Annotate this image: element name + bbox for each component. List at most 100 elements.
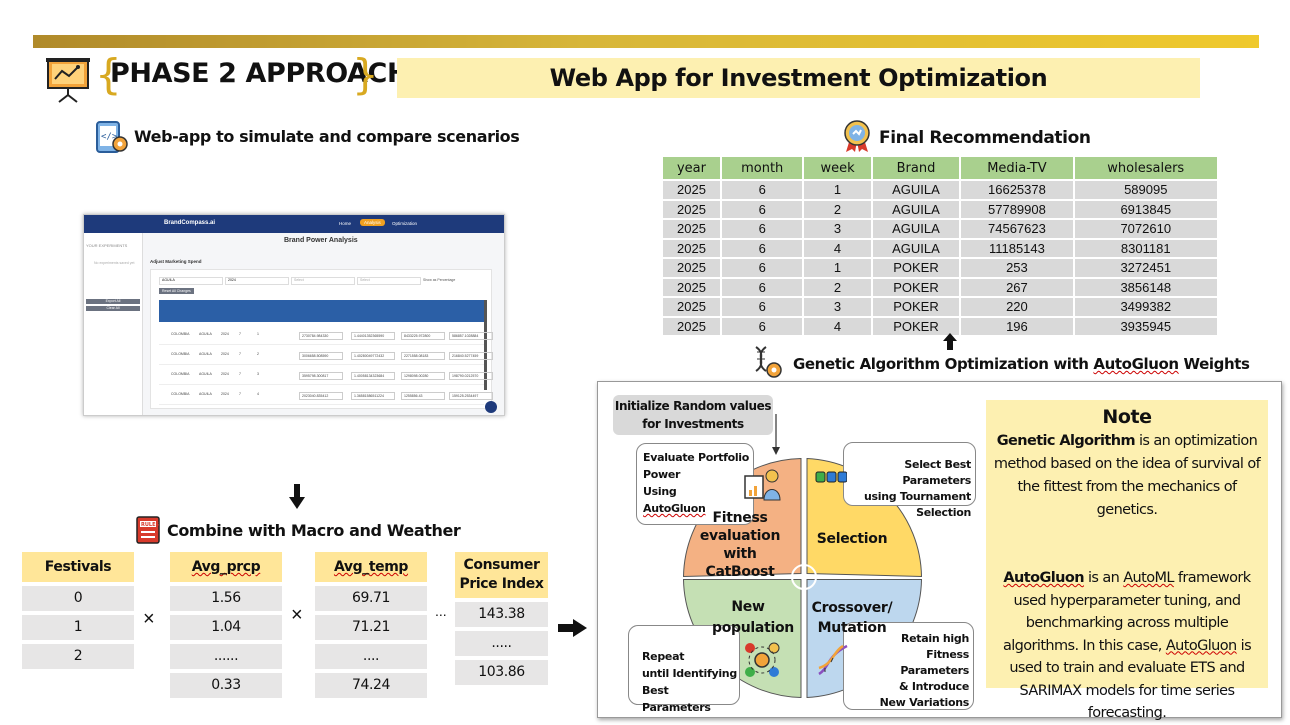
phase-title: PHASE 2 APPROACH (110, 58, 410, 89)
table-cell: 2025 (661, 179, 722, 201)
app-table-cell: 7 (239, 332, 241, 336)
table-cell: 220 (959, 296, 1075, 318)
brand-filter[interactable]: AGUILA (159, 277, 223, 285)
table-row: 2025 6 2 AGUILA 57789908 6913845 (661, 198, 1220, 220)
web-code-icon: </> (95, 120, 129, 154)
title-banner: Web App for Investment Optimization (397, 58, 1200, 98)
table-cell: 1 (802, 179, 873, 201)
table-cell: ..... (455, 631, 548, 656)
table-body: 2025 6 1 AGUILA 16625378 589095 2025 6 2 AGUILA 57… (661, 179, 1220, 337)
app-table-cell: 4 (257, 392, 259, 396)
table-row: 2025 6 4 AGUILA 11185143 8301181 (661, 237, 1220, 259)
table-cell: 69.71 (315, 586, 427, 611)
box-line: New Variations (879, 696, 970, 709)
app-table-cell[interactable]: 1.40058134323684 (351, 372, 395, 380)
select-filter-1[interactable]: Select (291, 277, 355, 285)
app-table-cell[interactable]: 1.40280049772432 (351, 352, 395, 360)
table-cell: 4 (802, 315, 873, 337)
nav-optimization[interactable]: Optimization (392, 221, 418, 226)
table-cell: 267 (959, 276, 1075, 298)
app-table-cell[interactable]: 216840.5277459 (449, 352, 493, 360)
app-table-cell[interactable]: 1255856.43 (401, 392, 445, 400)
table-cell: 1.04 (170, 615, 282, 640)
app-sidebar: YOUR EXPERIMENTS No experiments saved ye… (84, 233, 143, 415)
analyst-icon (742, 466, 784, 508)
table-cell: 2025 (661, 218, 722, 240)
table-cell: 3272451 (1072, 257, 1220, 279)
column-header: week (802, 155, 873, 181)
table-cell: ...... (170, 644, 282, 669)
ellipsis: ... (435, 603, 447, 619)
table-cell: AGUILA (870, 179, 962, 201)
app-table-row: COLOMBIA AGUILA 2024 7 1 2730784.984330 1.4440… (159, 328, 493, 345)
app-table-cell: AGUILA (199, 372, 212, 376)
presentation-board-icon (45, 57, 91, 103)
table-header-row: year month week Brand Media-TV wholesalers (661, 155, 1220, 181)
nav-analysis[interactable]: Analysis (360, 219, 385, 226)
table-cell: 2 (22, 644, 134, 669)
table-cell: 74.24 (315, 673, 427, 698)
app-table-cell: AGUILA (199, 332, 212, 336)
app-table-cell[interactable]: 1298098.00280 (401, 372, 445, 380)
money-gear-icon (742, 640, 782, 685)
app-table-cell: AGUILA (199, 352, 212, 356)
table-cell: 4 (802, 237, 873, 259)
app-table-cell: 1 (257, 332, 259, 336)
box-line: Selection (916, 506, 971, 519)
show-percentage-toggle[interactable]: Show as Percentage (423, 278, 456, 282)
table-cell: 2025 (661, 198, 722, 220)
box-line: Fitness (926, 648, 969, 661)
note-panel: Note Genetic Algorithm is an optimizatio… (986, 400, 1268, 721)
column-header: month (719, 155, 805, 181)
app-table-row: COLOMBIA AGUILA 2024 7 3 3595798.300817 1.4005… (159, 368, 493, 385)
table-row: 2025 6 1 AGUILA 16625378 589095 (661, 179, 1220, 201)
clear-all-button[interactable]: Clear All (86, 306, 140, 311)
table-cell: 6 (719, 179, 805, 201)
table-row: 2025 6 1 POKER 253 3272451 (661, 257, 1220, 279)
app-table-cell[interactable]: 2271558.08183 (401, 352, 445, 360)
app-table-scrollbar[interactable] (484, 300, 487, 390)
retain-box: Retain high Fitness Parameters & Introdu… (843, 622, 974, 710)
nav-home[interactable]: Home (339, 221, 352, 226)
table-cell: .... (315, 644, 427, 669)
app-table-cell[interactable]: 198790.0212570 (449, 372, 493, 380)
app-table-cell[interactable]: 3006658.508590 (299, 352, 343, 360)
app-table-cell[interactable]: 159125.2534497 (449, 392, 493, 400)
app-table-cell[interactable]: 1.44401352365590 (351, 332, 395, 340)
app-table-cell: 2 (257, 352, 259, 356)
app-table-cell: COLOMBIA (171, 332, 190, 336)
chat-bubble-icon[interactable] (485, 401, 497, 413)
app-brand: BrandCompass.ai (164, 220, 216, 226)
app-panel: AGUILA 2024 Select Select Show as Percen… (150, 269, 493, 409)
export-all-button[interactable]: Export All (86, 299, 140, 304)
reset-all-button[interactable]: Reset All Changes (159, 288, 194, 294)
table-cell: 57789908 (959, 198, 1075, 220)
column-header: year (661, 155, 722, 181)
box-line: Power (643, 468, 681, 481)
app-table-cell: 7 (239, 392, 241, 396)
table-cell: 3 (802, 218, 873, 240)
award-medal-icon (840, 119, 874, 153)
dna-icon (815, 642, 851, 683)
table-cell: 11185143 (959, 237, 1075, 259)
year-filter[interactable]: 2024 (225, 277, 289, 285)
webapp-screenshot: BrandCompass.ai Home Analysis Optimizati… (83, 214, 505, 416)
webapp-heading: Web-app to simulate and compare scenario… (134, 127, 520, 146)
app-table-cell[interactable]: 586857.1028884 (449, 332, 493, 340)
app-table-cell[interactable]: 3595798.300817 (299, 372, 343, 380)
brace-left: { (95, 50, 122, 99)
app-table-cell[interactable]: 8433225.972800 (401, 332, 445, 340)
box-line: Select Best Parameters (902, 458, 971, 487)
table-cell: 1.56 (170, 586, 282, 611)
brace-right: } (352, 50, 379, 99)
app-table-cell[interactable]: 1.36581586511224 (351, 392, 395, 400)
avg-prcp-column: Avg_prcp 1.56 1.04 ...... 0.33 (170, 552, 282, 698)
app-table-cell[interactable]: 2023040.835412 (299, 392, 343, 400)
table-cell: POKER (870, 257, 962, 279)
box-line: Repeat (642, 650, 685, 663)
app-table-cell: COLOMBIA (171, 352, 190, 356)
app-table-cell[interactable]: 2730784.984330 (299, 332, 343, 340)
table-cell: AGUILA (870, 237, 962, 259)
select-filter-2[interactable]: Select (357, 277, 421, 285)
repeat-box: Repeat until Identifying Best Parameters (628, 625, 740, 714)
